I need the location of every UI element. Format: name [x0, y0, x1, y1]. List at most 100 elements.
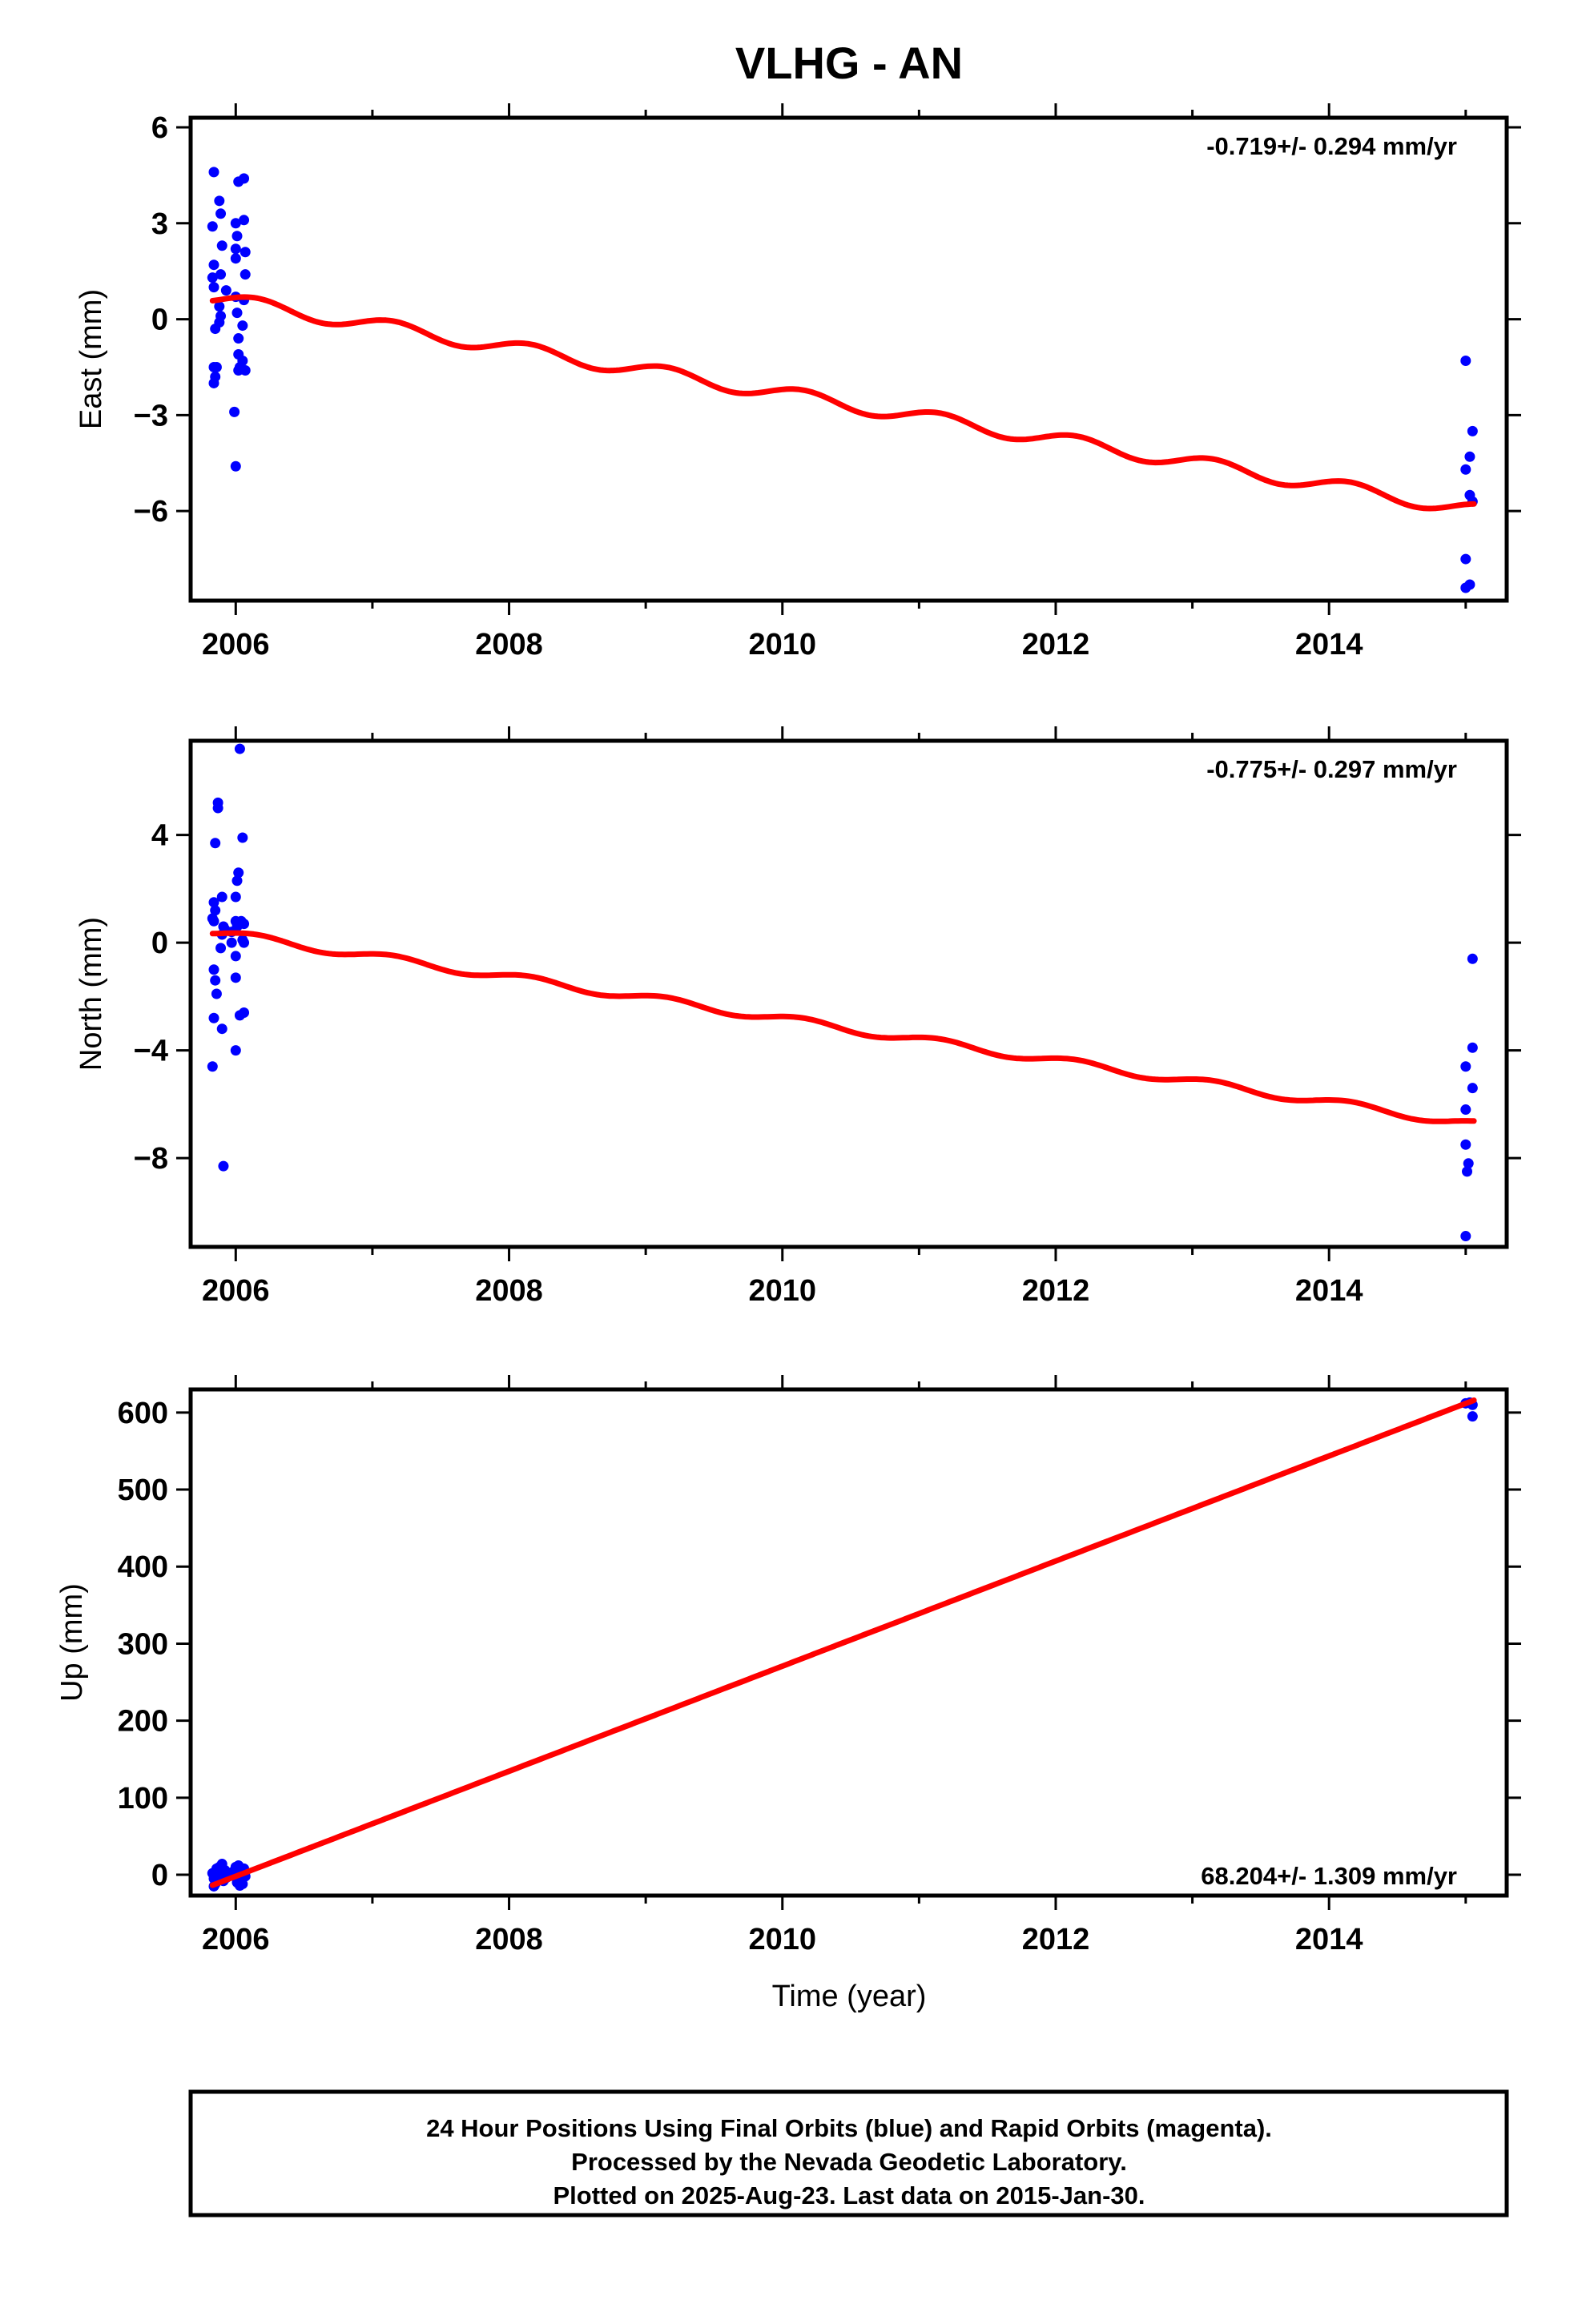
- data-point: [239, 215, 250, 226]
- data-point: [230, 253, 241, 264]
- rate-annotation: -0.719+/- 0.294 mm/yr: [1206, 132, 1457, 160]
- data-point: [231, 308, 243, 319]
- data-point: [230, 243, 241, 255]
- y-tick-label: −3: [134, 399, 168, 432]
- y-axis-label: North (mm): [74, 917, 108, 1071]
- y-tick-label: 0: [151, 927, 168, 960]
- data-point: [210, 838, 221, 849]
- data-point: [239, 1007, 250, 1019]
- data-point: [212, 802, 223, 814]
- data-point: [208, 1012, 219, 1023]
- data-point: [233, 867, 244, 879]
- data-point: [1463, 1158, 1474, 1169]
- data-point: [1460, 1139, 1471, 1150]
- x-tick-label: 2006: [202, 1274, 270, 1308]
- data-point: [229, 406, 240, 417]
- data-point: [211, 988, 222, 999]
- plot-frame: [188, 738, 1509, 1249]
- data-point: [1467, 1411, 1478, 1422]
- x-axis-label: Time (year): [772, 1980, 927, 2013]
- data-point: [1460, 1104, 1471, 1116]
- data-point: [239, 937, 250, 948]
- data-point: [208, 964, 219, 975]
- y-tick-label: 6: [151, 111, 168, 145]
- data-point: [234, 743, 245, 754]
- panel-north: 2006 2008 2010 2012 2014 4 0 −4 −8 North (mm) -0.7…: [74, 726, 1521, 1308]
- rate-annotation: -0.775+/- 0.297 mm/yr: [1206, 755, 1457, 783]
- footer-box: 24 Hour Positions Using Final Orbits (bl…: [188, 2089, 1509, 2217]
- data-point: [208, 915, 219, 927]
- footer-line-1: 24 Hour Positions Using Final Orbits (bl…: [426, 2114, 1272, 2142]
- data-point: [237, 1879, 248, 1890]
- data-point: [1460, 1061, 1471, 1072]
- data-point: [239, 173, 250, 184]
- data-point: [214, 301, 225, 312]
- data-point: [230, 218, 241, 229]
- plot-area: [207, 1397, 1478, 1892]
- plot-area: [207, 107, 1478, 593]
- x-tick-label: 2008: [475, 1274, 543, 1308]
- x-tick-label: 2008: [475, 1923, 543, 1956]
- data-point: [230, 460, 241, 472]
- data-point: [226, 937, 237, 948]
- panels: 2006 2008 2010 2012 2014 6 3 0 −3 −6 East (mm) -0.7…: [55, 103, 1521, 1956]
- data-point: [1464, 451, 1475, 462]
- y-tick-label: 600: [118, 1397, 168, 1430]
- footer-frame: [188, 2089, 1509, 2217]
- data-point: [207, 1061, 218, 1072]
- data-point: [208, 259, 219, 271]
- data-point: [214, 317, 225, 328]
- data-point: [233, 1860, 244, 1871]
- y-tick-label: 300: [118, 1627, 168, 1661]
- plot-frame: [188, 115, 1509, 603]
- x-tick-label: 2010: [748, 628, 816, 661]
- data-point: [237, 832, 248, 843]
- model-fit-line: [209, 1397, 1477, 1888]
- x-tick-label: 2008: [475, 628, 543, 661]
- data-point: [231, 875, 243, 887]
- data-point: [208, 897, 219, 908]
- data-point: [208, 282, 219, 293]
- data-point: [216, 1023, 227, 1035]
- data-point: [207, 107, 218, 117]
- x-tick-label: 2014: [1295, 1274, 1363, 1308]
- footer-line-3: Plotted on 2025-Aug-23. Last data on 201…: [553, 2181, 1145, 2209]
- data-point: [215, 269, 227, 280]
- x-tick-label: 2012: [1022, 628, 1090, 661]
- data-point: [216, 891, 227, 903]
- data-point: [211, 1863, 222, 1874]
- data-point: [1460, 355, 1471, 366]
- data-point: [220, 285, 231, 296]
- x-tick-label: 2010: [748, 1274, 816, 1308]
- data-point: [230, 951, 241, 962]
- y-tick-label: −8: [134, 1142, 168, 1176]
- data-point: [210, 975, 221, 986]
- data-point: [218, 1160, 229, 1172]
- y-tick-label: 0: [151, 304, 168, 337]
- data-point: [210, 905, 221, 916]
- panel-east: 2006 2008 2010 2012 2014 6 3 0 −3 −6 East (mm) -0.7…: [74, 103, 1521, 661]
- data-point: [216, 240, 227, 251]
- x-tick-label: 2014: [1295, 1923, 1363, 1956]
- x-tick-label: 2014: [1295, 628, 1363, 661]
- data-point: [230, 891, 241, 903]
- data-point: [230, 1045, 241, 1056]
- data-point: [240, 269, 251, 280]
- data-point: [211, 361, 222, 372]
- data-point: [234, 361, 245, 372]
- data-point: [207, 272, 218, 283]
- data-point: [1460, 582, 1471, 593]
- y-tick-label: 500: [118, 1474, 168, 1507]
- data-point: [1462, 1166, 1473, 1177]
- x-tick-label: 2006: [202, 1923, 270, 1956]
- data-point: [231, 231, 243, 242]
- plot-frame: [188, 1387, 1509, 1898]
- data-point: [208, 377, 219, 388]
- y-axis-label: Up (mm): [55, 1583, 89, 1702]
- footer-line-2: Processed by the Nevada Geodetic Laborat…: [571, 2148, 1127, 2176]
- data-point: [1460, 1231, 1471, 1242]
- data-point: [1460, 464, 1471, 475]
- data-point: [215, 208, 227, 219]
- model-fit-line: [209, 930, 1477, 1124]
